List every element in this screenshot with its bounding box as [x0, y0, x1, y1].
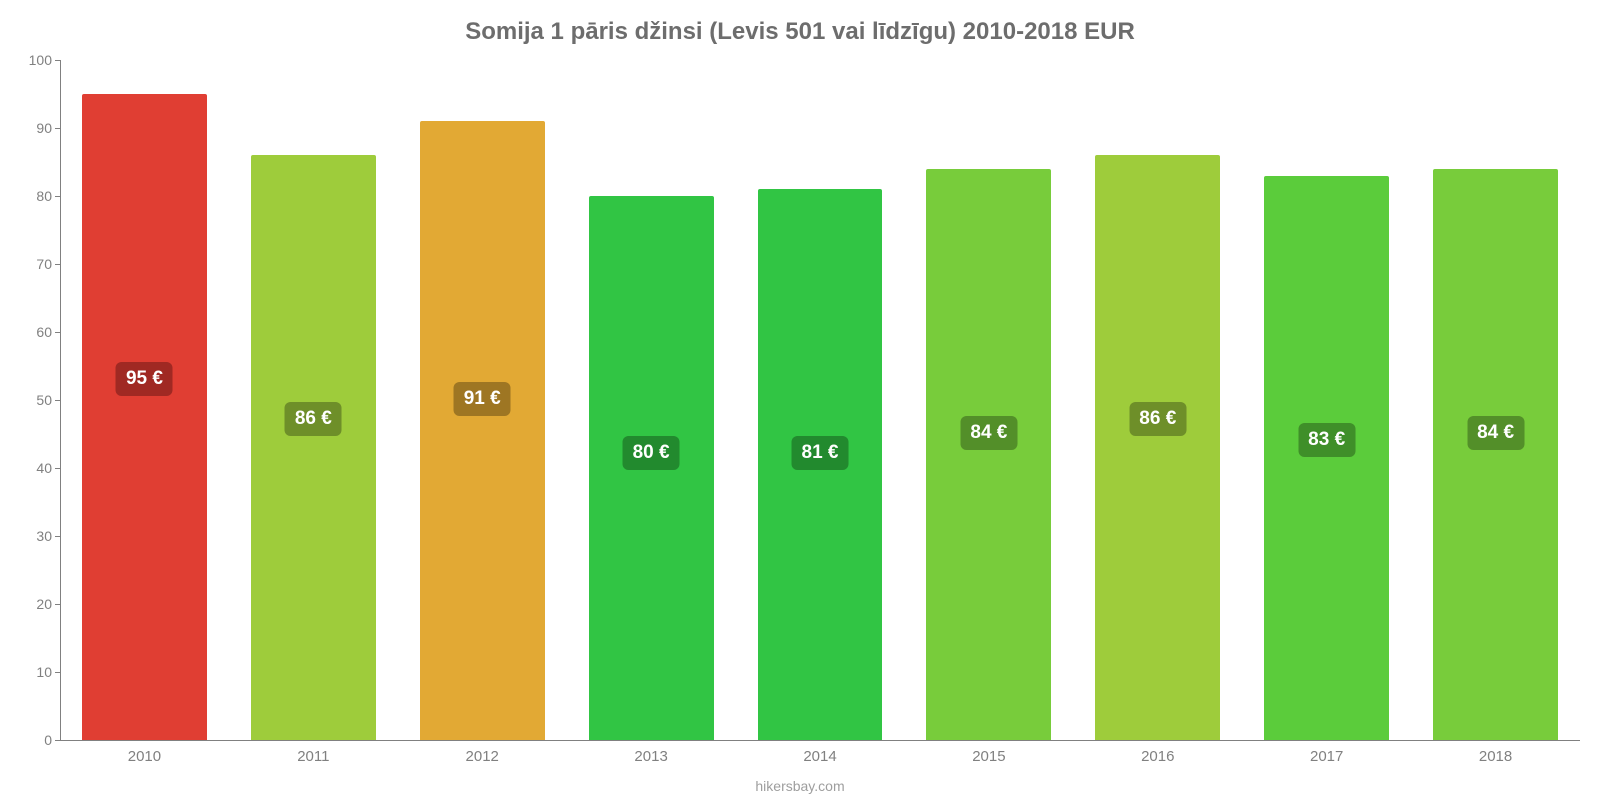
y-tick-label: 50	[36, 392, 52, 408]
x-tick-label: 2017	[1242, 748, 1411, 765]
bar	[926, 169, 1051, 740]
y-tick-label: 60	[36, 324, 52, 340]
bar-slot: 86 €	[1073, 60, 1242, 740]
bar	[251, 155, 376, 740]
value-badge: 80 €	[623, 436, 680, 470]
bar	[1433, 169, 1558, 740]
chart-title: Somija 1 pāris džinsi (Levis 501 vai līd…	[0, 18, 1600, 46]
bar	[1264, 176, 1389, 740]
y-axis: 0102030405060708090100	[0, 60, 60, 740]
bar-slot: 81 €	[736, 60, 905, 740]
y-tick-label: 40	[36, 460, 52, 476]
bar-slot: 95 €	[60, 60, 229, 740]
x-tick-label: 2015	[904, 748, 1073, 765]
bars-container: 95 € 86 € 91 € 80 € 81 € 84 € 86 € 83 € 84 €	[60, 60, 1580, 740]
value-badge: 84 €	[960, 416, 1017, 450]
bar-slot: 91 €	[398, 60, 567, 740]
bar-slot: 86 €	[229, 60, 398, 740]
bar	[1095, 155, 1220, 740]
y-tick-label: 0	[44, 732, 52, 748]
x-tick-label: 2012	[398, 748, 567, 765]
x-tick-label: 2010	[60, 748, 229, 765]
y-tick-label: 100	[29, 52, 52, 68]
x-tick-label: 2016	[1073, 748, 1242, 765]
value-badge: 91 €	[454, 382, 511, 416]
bar	[82, 94, 207, 740]
value-badge: 83 €	[1298, 423, 1355, 457]
y-tick-label: 20	[36, 596, 52, 612]
x-tick-label: 2011	[229, 748, 398, 765]
value-badge: 81 €	[792, 436, 849, 470]
bar-slot: 84 €	[904, 60, 1073, 740]
x-axis-line	[60, 740, 1580, 741]
bar-slot: 83 €	[1242, 60, 1411, 740]
price-chart: Somija 1 pāris džinsi (Levis 501 vai līd…	[0, 0, 1600, 800]
y-tick-label: 70	[36, 256, 52, 272]
y-tick-label: 80	[36, 188, 52, 204]
x-axis-labels: 201020112012201320142015201620172018	[60, 748, 1580, 765]
plot-area: 95 € 86 € 91 € 80 € 81 € 84 € 86 € 83 € 84 €	[60, 60, 1580, 740]
value-badge: 84 €	[1467, 416, 1524, 450]
y-tick-label: 10	[36, 664, 52, 680]
x-tick-label: 2014	[736, 748, 905, 765]
bar-slot: 84 €	[1411, 60, 1580, 740]
x-tick-label: 2013	[567, 748, 736, 765]
y-tick-label: 90	[36, 120, 52, 136]
bar	[420, 121, 545, 740]
chart-footer: hikersbay.com	[0, 778, 1600, 794]
value-badge: 86 €	[1129, 402, 1186, 436]
bar-slot: 80 €	[567, 60, 736, 740]
y-tick-label: 30	[36, 528, 52, 544]
x-tick-label: 2018	[1411, 748, 1580, 765]
value-badge: 95 €	[116, 362, 173, 396]
value-badge: 86 €	[285, 402, 342, 436]
